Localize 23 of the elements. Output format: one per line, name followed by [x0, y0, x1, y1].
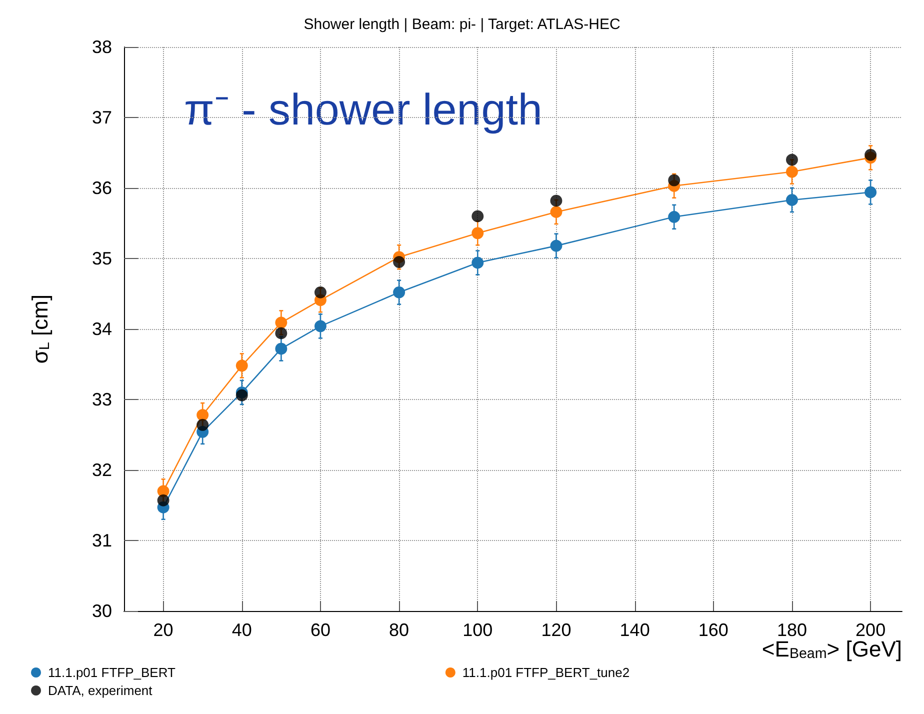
- y-tick-label: 34: [92, 319, 112, 339]
- x-tick-label: 160: [698, 620, 728, 640]
- x-tick-label: 60: [310, 620, 330, 640]
- legend-label: 11.1.p01 FTFP_BERT_tune2: [462, 665, 630, 680]
- annotation: π⁻ - shower length: [184, 86, 542, 134]
- chart-title: Shower length | Beam: pi- | Target: ATLAS-HEC: [304, 16, 620, 33]
- y-tick-label: 35: [92, 248, 112, 268]
- y-tick-label: 31: [92, 530, 112, 550]
- y-axis-title: σL [cm]: [28, 294, 53, 364]
- y-tick-label: 32: [92, 460, 112, 480]
- y-tick-label: 30: [92, 601, 112, 621]
- y-tick-label: 36: [92, 178, 112, 198]
- legend-label: DATA, experiment: [48, 683, 153, 698]
- x-tick-label: 120: [541, 620, 572, 640]
- x-tick-label: 100: [462, 620, 493, 640]
- x-tick-label: 20: [153, 620, 174, 640]
- y-tick-label: 38: [92, 37, 112, 57]
- x-tick-label: 80: [389, 620, 410, 640]
- legend-label: 11.1.p01 FTFP_BERT: [48, 665, 176, 680]
- y-tick-label: 33: [92, 390, 112, 410]
- x-tick-label: 40: [232, 620, 252, 640]
- y-tick-label: 37: [92, 108, 112, 128]
- x-tick-label: 140: [620, 620, 650, 640]
